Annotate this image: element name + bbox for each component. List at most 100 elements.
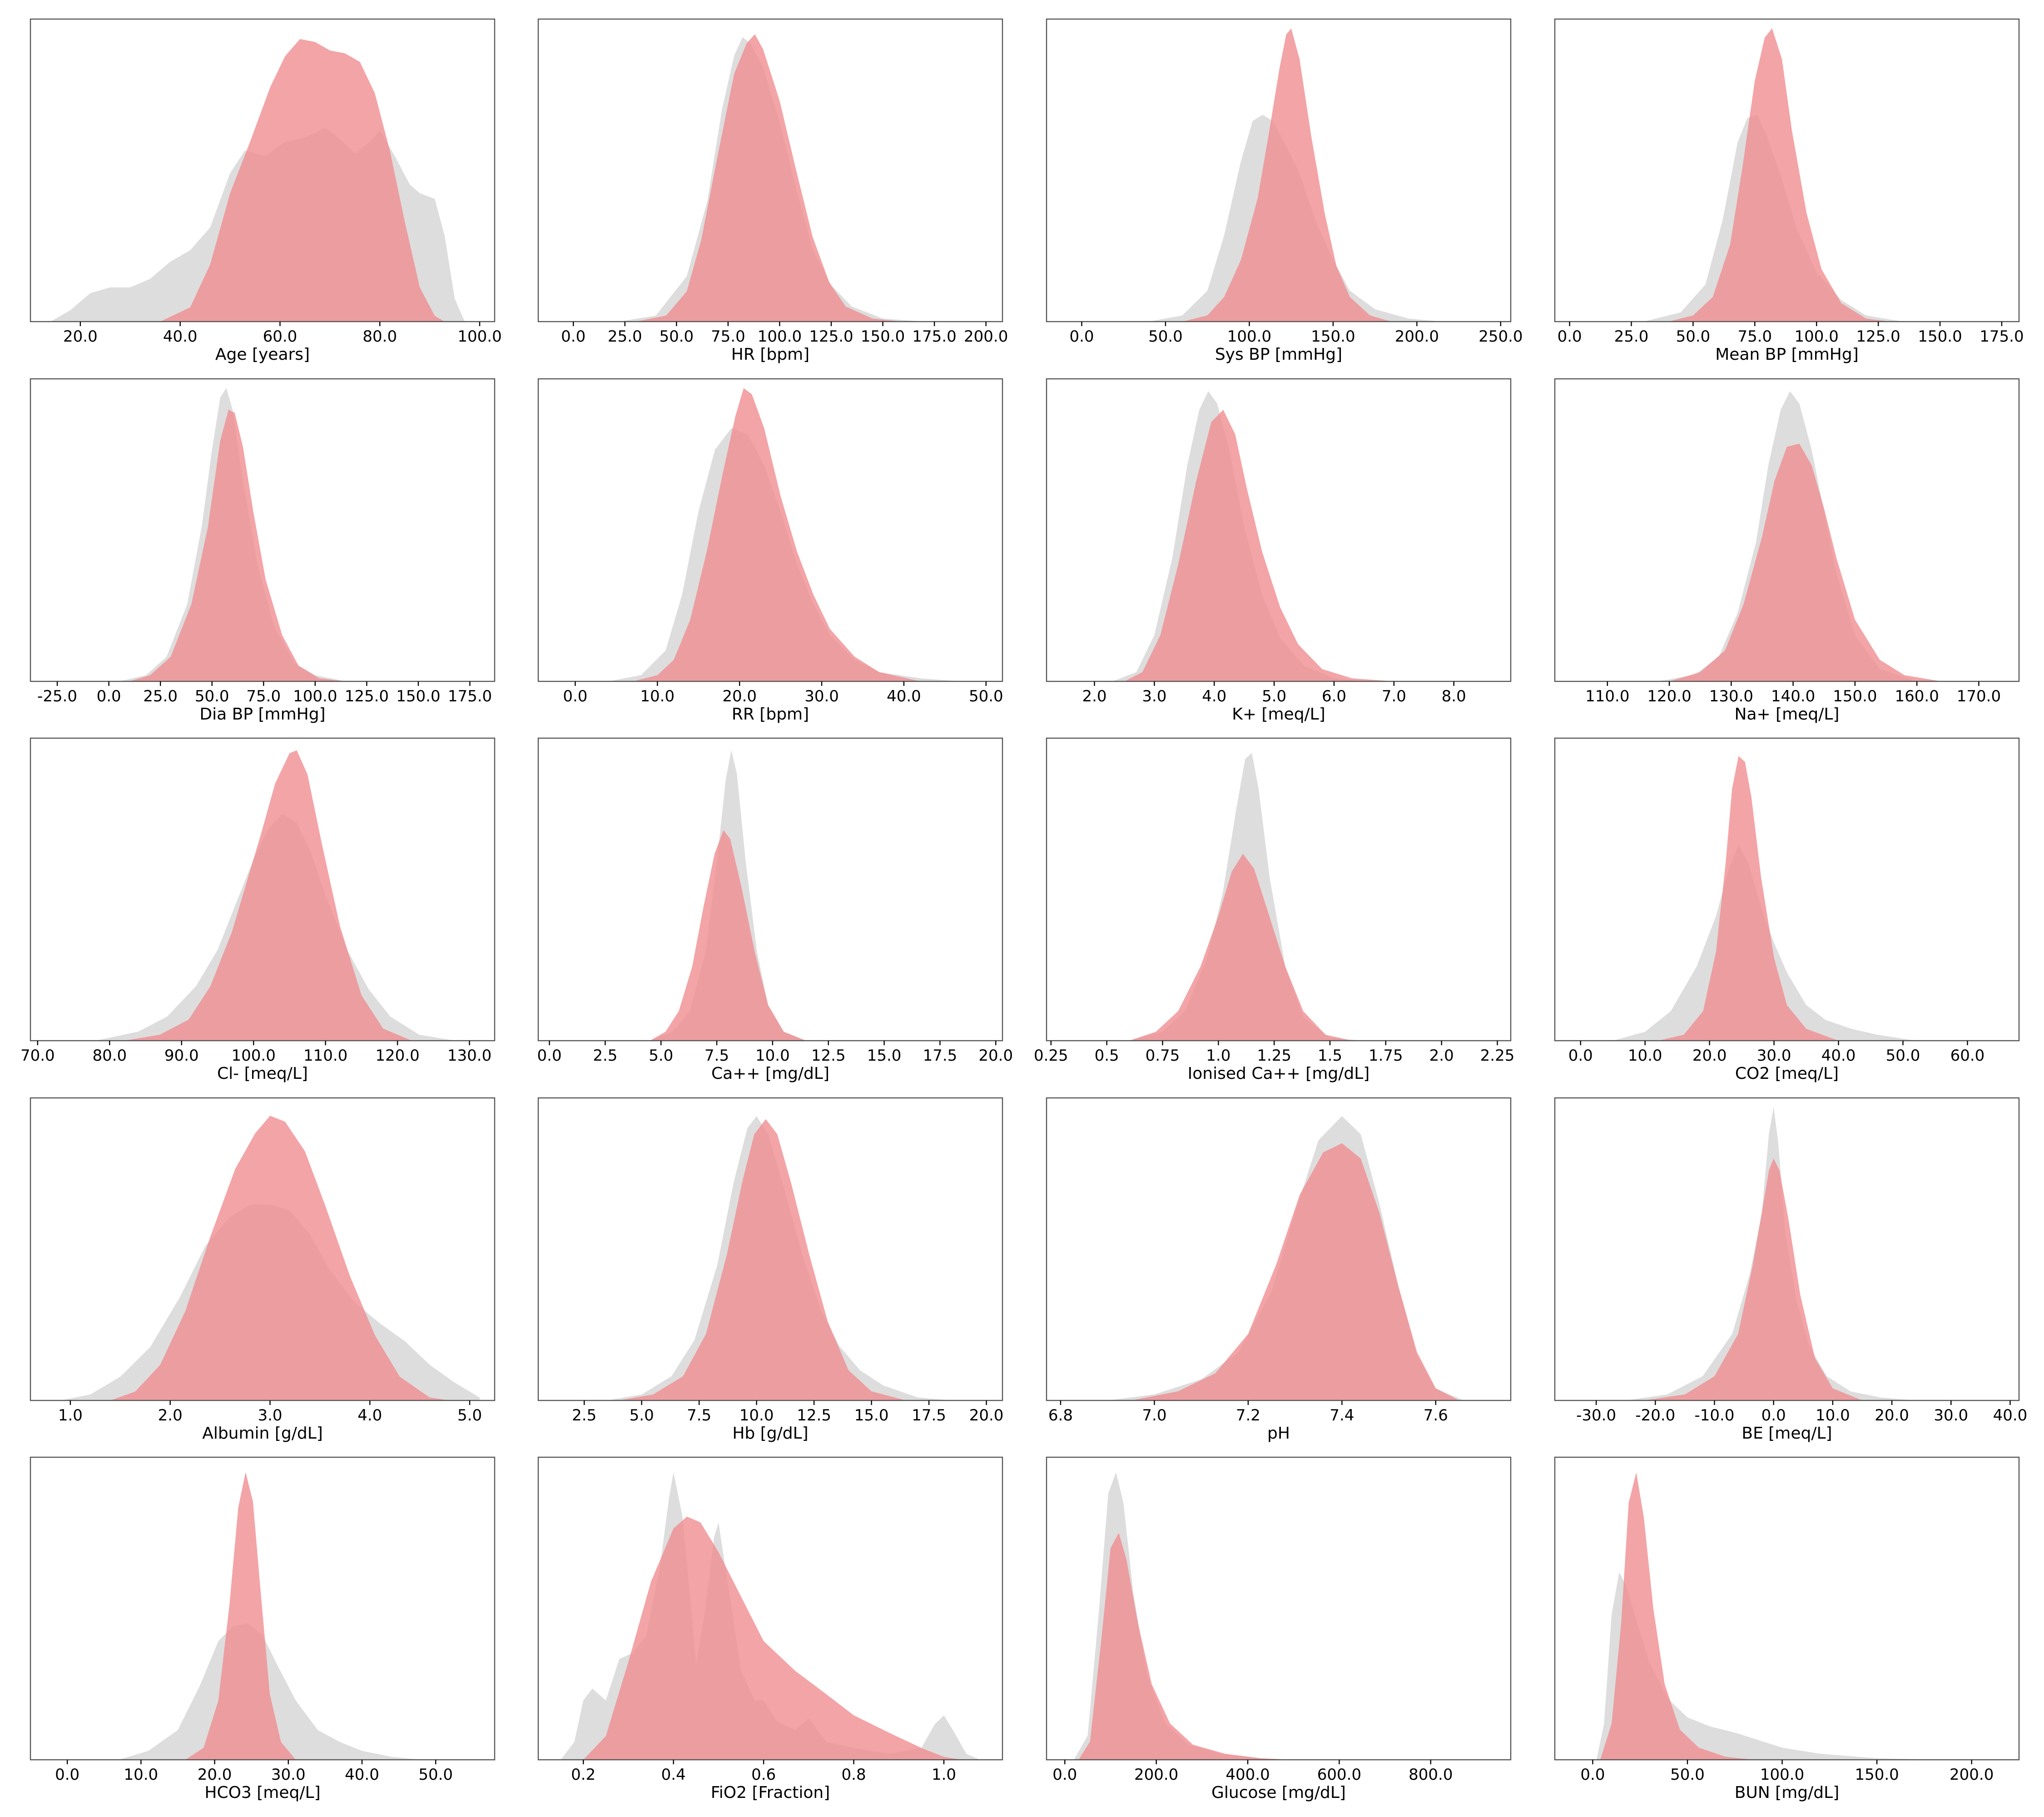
x-tick-label: 0.2 <box>571 1766 595 1784</box>
density-panel-8: 110.0 120.0 130.0 140.0 150.0 160.0 170.0 Na+ [… <box>1554 378 2020 724</box>
density-panel-3: 0.0 50.0 100.0 150.0 200.0 250.0 Sys BP [mmHg] <box>1046 18 1523 364</box>
red-density-area <box>635 34 903 322</box>
density-panel-2: 0.0 25.0 50.0 75.0 100.0 125.0 150.0 175.0 200.0… <box>537 18 1008 364</box>
x-tick-label: 5.0 <box>630 1406 654 1425</box>
x-tick-label: 3.0 <box>258 1406 282 1425</box>
x-tick-label: 20.0 <box>722 687 757 705</box>
x-tick-label: 0.8 <box>842 1766 866 1784</box>
x-axis-label: FiO2 [Fraction] <box>711 1783 830 1802</box>
x-tick-label: 150.0 <box>1918 328 1962 346</box>
x-axis-label: pH <box>1267 1424 1290 1443</box>
x-tick-label: 100.0 <box>758 328 802 346</box>
red-density-area <box>124 750 412 1041</box>
x-tick-label: 175.0 <box>1980 328 2024 346</box>
x-tick-label: 10.0 <box>1628 1047 1662 1065</box>
x-tick-label: 1.5 <box>1318 1047 1342 1065</box>
density-panel-11: 0.25 0.5 0.75 1.0 1.25 1.5 1.75 2.0 2.25 Ionised … <box>1034 737 1515 1083</box>
x-tick-label: 160.0 <box>1895 687 1939 705</box>
x-tick-label: 50.0 <box>1670 1766 1705 1784</box>
plot-area <box>1643 28 1903 322</box>
x-tick-label: 1.0 <box>1206 1047 1230 1065</box>
x-axis-label: CO2 [meq/L] <box>1735 1064 1839 1083</box>
x-axis-label: HCO3 [meq/L] <box>204 1783 320 1802</box>
x-tick-label: 120.0 <box>375 1047 419 1065</box>
red-density-area <box>1078 1533 1294 1760</box>
x-tick-label: 75.0 <box>711 328 745 346</box>
x-tick-label: 25.0 <box>608 328 642 346</box>
x-tick-label: 7.5 <box>704 1047 729 1065</box>
x-tick-label: 130.0 <box>1709 687 1753 705</box>
plot-area <box>60 1116 480 1400</box>
x-tick-label: 125.0 <box>1856 328 1900 346</box>
x-tick-label: 150.0 <box>396 687 440 705</box>
x-tick-label: 6.8 <box>1048 1406 1073 1425</box>
plot-area <box>1129 753 1364 1041</box>
x-tick-label: 0.0 <box>55 1766 79 1784</box>
axes-frame <box>1046 737 1512 1042</box>
x-tick-label: 150.0 <box>1311 328 1355 346</box>
x-tick-label: 7.5 <box>687 1406 711 1425</box>
x-tick-label: 30.0 <box>271 1766 306 1784</box>
axes-frame <box>30 378 496 682</box>
x-tick-label: 200.0 <box>1134 1766 1178 1784</box>
x-tick-label: 50.0 <box>1148 328 1183 346</box>
x-axis-label: Glucose [mg/dL] <box>1211 1783 1346 1802</box>
x-tick-label: 50.0 <box>1886 1047 1920 1065</box>
x-tick-label: 50.0 <box>418 1766 453 1784</box>
plot-area <box>607 1116 952 1400</box>
x-tick-label: 100.0 <box>232 1047 276 1065</box>
x-tick-label: 0.0 <box>1052 1766 1077 1784</box>
x-tick-label: 12.5 <box>797 1406 831 1425</box>
x-tick-label: 2.5 <box>572 1406 596 1425</box>
plot-area <box>619 34 924 322</box>
x-tick-label: 20.0 <box>1692 1047 1727 1065</box>
axes-frame <box>1046 1456 1512 1761</box>
x-tick-label: 7.2 <box>1236 1406 1260 1425</box>
x-tick-label: 5.0 <box>649 1047 673 1065</box>
x-tick-label: 120.0 <box>1647 687 1691 705</box>
axes-frame <box>30 737 496 1042</box>
x-axis-label: Ca++ [mg/dL] <box>711 1064 829 1083</box>
x-tick-label: 40.0 <box>1993 1406 2028 1425</box>
red-density-area <box>1131 1143 1459 1400</box>
red-density-area <box>1668 28 1891 322</box>
x-tick-label: 20.0 <box>63 328 98 346</box>
axes-frame <box>1554 378 2020 682</box>
x-tick-label: 110.0 <box>303 1047 347 1065</box>
x-tick-label: 5.0 <box>1262 687 1286 705</box>
x-tick-label: 0.0 <box>1568 1047 1593 1065</box>
x-tick-label: 0.0 <box>537 1047 562 1065</box>
x-tick-label: 17.5 <box>912 1406 946 1425</box>
x-tick-label: 7.4 <box>1330 1406 1354 1425</box>
red-density-area <box>1129 854 1353 1041</box>
x-tick-label: 200.0 <box>964 328 1008 346</box>
plot-area <box>1112 391 1394 681</box>
x-axis-label: K+ [meq/L] <box>1232 705 1325 724</box>
x-tick-label: 90.0 <box>164 1047 199 1065</box>
x-tick-label: 250.0 <box>1478 328 1523 346</box>
x-tick-label: 2.25 <box>1480 1047 1515 1065</box>
x-axis-label: HR [bpm] <box>731 345 809 364</box>
x-tick-label: 175.0 <box>448 687 492 705</box>
x-tick-label: 0.0 <box>563 687 587 705</box>
plot-area <box>1657 391 1942 681</box>
density-panel-14: 2.5 5.0 7.5 10.0 12.5 15.0 17.5 20.0 Hb [g/dL] <box>537 1097 1003 1443</box>
density-panel-7: 2.0 3.0 4.0 5.0 6.0 7.0 8.0 K+ [meq/L] <box>1046 378 1512 724</box>
x-tick-label: 25.0 <box>1614 328 1649 346</box>
gray-density-area <box>119 1623 421 1760</box>
x-tick-label: 40.0 <box>163 328 198 346</box>
plot-area <box>1107 1116 1464 1400</box>
x-tick-label: 125.0 <box>809 328 853 346</box>
x-tick-label: 0.0 <box>97 687 121 705</box>
density-panel-5: -25.0 0.0 25.0 50.0 75.0 100.0 125.0 150.0 175.0… <box>30 378 496 724</box>
x-tick-label: 100.0 <box>1227 328 1271 346</box>
x-tick-label: 100.0 <box>293 687 337 705</box>
axes-frame <box>1554 737 2020 1042</box>
x-tick-label: 3.0 <box>1142 687 1166 705</box>
x-tick-label: 2.5 <box>593 1047 617 1065</box>
density-panel-15: 6.8 7.0 7.2 7.4 7.6 pH <box>1046 1097 1512 1443</box>
plot-area <box>1149 28 1442 322</box>
x-tick-label: 2.0 <box>158 1406 183 1425</box>
axes-frame <box>1046 1097 1512 1401</box>
